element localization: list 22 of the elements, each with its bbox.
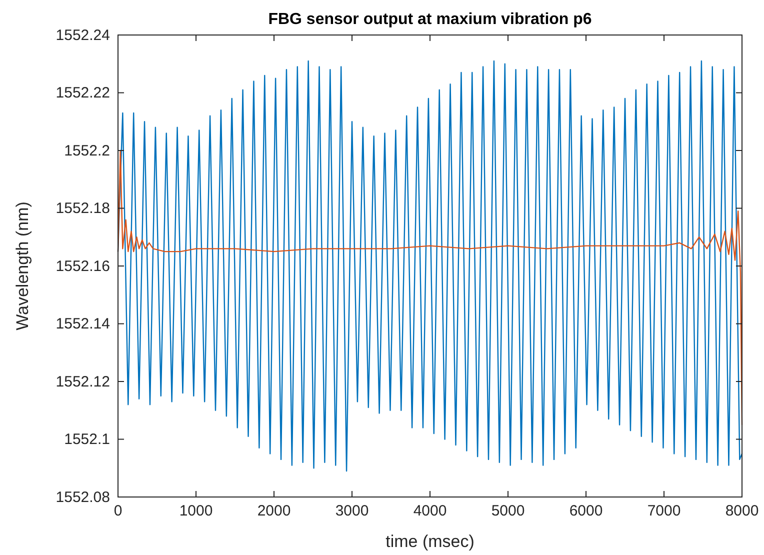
x-tick-label: 0 xyxy=(114,502,122,520)
y-tick-label: 1552.12 xyxy=(56,373,110,390)
y-tick-label: 1552.24 xyxy=(56,26,110,44)
x-tick-label: 7000 xyxy=(647,502,681,520)
x-tick-label: 3000 xyxy=(335,502,369,520)
y-axis-title: Wavelength (nm) xyxy=(13,202,32,330)
x-tick-label: 1000 xyxy=(179,502,213,520)
line-series xyxy=(117,60,743,472)
y-tick-label: 1552.18 xyxy=(56,200,110,218)
y-tick-label: 1552.22 xyxy=(56,84,110,102)
x-tick-label: 4000 xyxy=(413,502,447,520)
x-axis-title: time (msec) xyxy=(386,532,474,551)
chart-title: FBG sensor output at maxium vibration p6 xyxy=(268,11,592,28)
y-tick-label: 1552.16 xyxy=(56,258,110,275)
y-tick-label: 1552.1 xyxy=(64,431,110,448)
x-tick-label: 8000 xyxy=(725,502,759,520)
y-tick-label: 1552.14 xyxy=(56,316,110,333)
x-tick-label: 5000 xyxy=(491,502,525,520)
y-tick-label: 1552.2 xyxy=(64,142,110,160)
y-tick-label: 1552.08 xyxy=(56,488,110,506)
x-tick-label: 2000 xyxy=(257,502,291,520)
x-tick-label: 6000 xyxy=(569,502,603,520)
